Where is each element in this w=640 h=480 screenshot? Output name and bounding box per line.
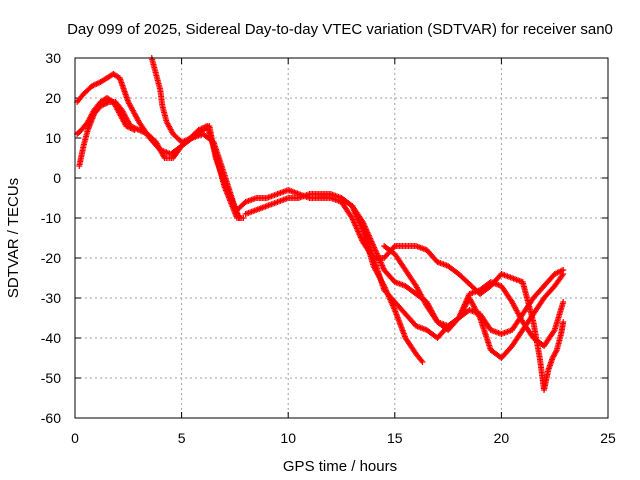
chart-title: Day 099 of 2025, Sidereal Day-to-day VTE… <box>67 21 613 38</box>
y-tick-label: 30 <box>45 50 61 66</box>
data-point <box>560 267 567 273</box>
data-point <box>560 299 567 305</box>
data-point <box>418 357 425 364</box>
y-tick-label: -40 <box>41 330 61 346</box>
y-tick-label: -50 <box>41 370 61 386</box>
y-tick-label: -60 <box>41 410 61 426</box>
x-tick-label: 25 <box>600 430 616 446</box>
y-axis-label: SDTVAR / TECUs <box>5 178 22 298</box>
x-tick-label: 0 <box>71 430 79 446</box>
data-point <box>560 319 567 325</box>
y-tick-label: -20 <box>41 250 61 266</box>
x-tick-label: 5 <box>178 430 186 446</box>
y-tick-label: -10 <box>41 210 61 226</box>
x-tick-label: 10 <box>280 430 296 446</box>
data-point <box>236 215 243 221</box>
series-track-c <box>74 95 138 137</box>
data-point <box>550 328 557 335</box>
plot-frame <box>74 57 609 419</box>
data-point <box>419 359 426 365</box>
grid-lines <box>75 58 608 418</box>
series-track-j <box>434 259 567 393</box>
y-tick-label: -30 <box>41 290 61 306</box>
data-markers <box>74 55 567 393</box>
y-tick-label: 10 <box>45 130 61 146</box>
data-point <box>553 348 560 355</box>
data-point <box>131 127 138 133</box>
x-tick-label: 15 <box>387 430 403 446</box>
x-tick-label: 20 <box>494 430 510 446</box>
y-tick-label: 20 <box>45 90 61 106</box>
x-axis-label: GPS time / hours <box>283 458 397 475</box>
series-track-h <box>349 203 567 341</box>
y-tick-label: 0 <box>53 170 61 186</box>
